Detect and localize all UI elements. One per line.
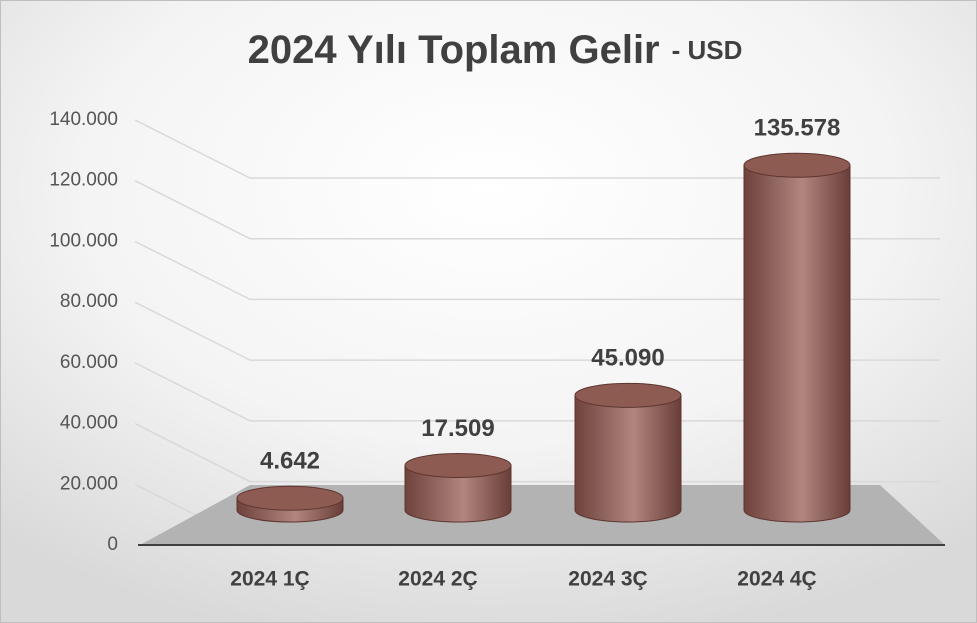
grid-line — [134, 422, 940, 483]
value-label: 135.578 — [754, 115, 841, 142]
y-tick-label: 80.000 — [60, 291, 118, 312]
x-tick-label: 2024 1Ç — [230, 568, 309, 591]
y-tick-label: 120.000 — [49, 170, 118, 191]
title-main: 2024 Yılı Toplam Gelir — [248, 28, 660, 72]
grid-line — [134, 240, 940, 301]
cylinder — [404, 464, 512, 523]
value-label: 4.642 — [260, 448, 320, 475]
y-tick-label: 20.000 — [60, 473, 118, 494]
cylinder-top — [404, 452, 512, 478]
cylinder-top — [574, 382, 682, 408]
value-label: 17.509 — [421, 415, 494, 442]
y-tick-label: 40.000 — [60, 413, 118, 434]
grid-line — [134, 180, 940, 240]
chart-title: 2024 Yılı Toplam Gelir - USD — [248, 28, 743, 72]
x-tick-label: 2024 3Ç — [568, 568, 647, 591]
x-tick-label: 2024 2Ç — [398, 568, 477, 591]
cylinder-top — [743, 152, 851, 178]
grid-line — [134, 119, 940, 179]
grid: 0 20.000 40.000 60.000 80.000 100.000 120.000 1… — [49, 109, 940, 555]
y-tick-label: 60.000 — [60, 352, 118, 373]
cylinder — [743, 164, 851, 523]
x-tick-label: 2024 4Ç — [737, 568, 816, 591]
cylinder-top — [236, 485, 344, 511]
plot: 2024 1Ç 4.642 2024 2Ç 17.509 2024 3Ç 45.090 20… — [230, 115, 851, 591]
y-tick-label: 140.000 — [49, 109, 118, 130]
y-tick-label: 100.000 — [49, 230, 118, 251]
value-label: 45.090 — [591, 345, 664, 372]
cylinder — [574, 394, 682, 523]
title-unit: - USD — [672, 35, 743, 65]
grid-line — [134, 362, 940, 422]
y-tick-label: 0 — [107, 534, 118, 555]
grid-line — [134, 301, 940, 361]
